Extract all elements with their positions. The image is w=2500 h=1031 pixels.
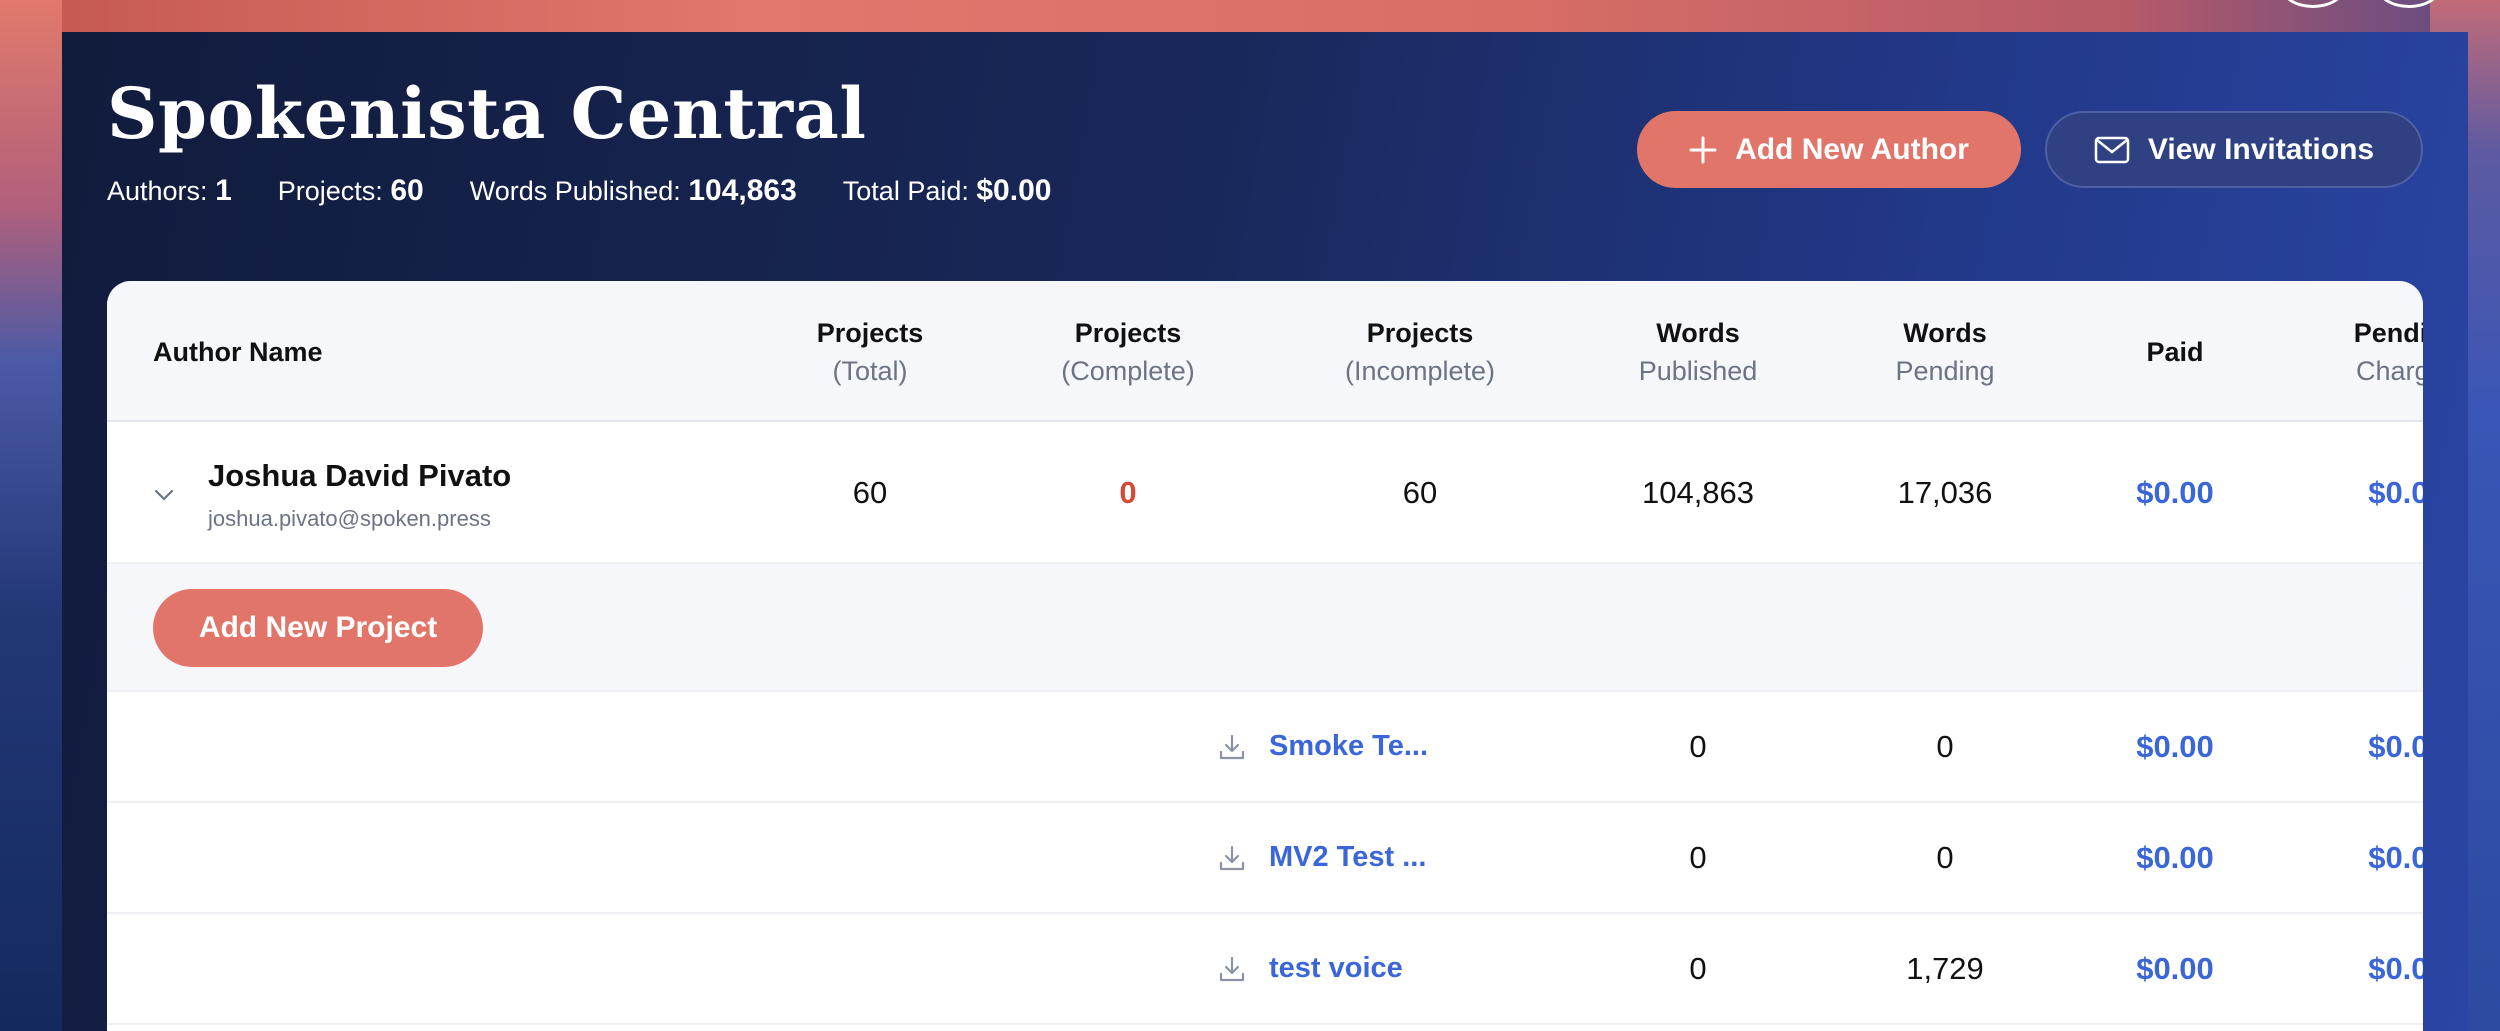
author-row[interactable]: Joshua David Pivato joshua.pivato@spoken…: [107, 424, 2423, 564]
project-pending-charges[interactable]: $0.00: [2368, 728, 2423, 764]
header-pending-charges[interactable]: PendingCharges: [2353, 317, 2423, 386]
project-words-published: 0: [1689, 728, 1707, 764]
view-invitations-button[interactable]: View Invitations: [2045, 111, 2423, 188]
add-project-row: Add New Project: [107, 564, 2423, 692]
header-paid[interactable]: Paid: [2146, 336, 2204, 367]
header-words-published[interactable]: Words Published: [1638, 317, 1758, 386]
author-paid[interactable]: $0.00: [2136, 475, 2214, 510]
stat-words-published: Words Published: 104,863: [469, 174, 797, 207]
avatar[interactable]: [2378, 0, 2440, 8]
avatar[interactable]: [2282, 0, 2344, 8]
author-projects-total: 60: [852, 475, 888, 510]
author-projects-complete: 0: [1119, 475, 1137, 510]
project-link[interactable]: MV2 Test ...: [1217, 803, 1426, 912]
author-words-published: 104,863: [1641, 475, 1755, 510]
project-name[interactable]: Smoke Te...: [1269, 730, 1429, 762]
add-project-button[interactable]: Add New Project: [153, 589, 483, 667]
summary-stats: Authors: 1 Projects: 60 Words Published:…: [107, 174, 1051, 208]
project-paid[interactable]: $0.00: [2136, 950, 2214, 986]
plus-icon: [1689, 136, 1717, 164]
table-header: Author Name Projects (Total) Projects (Com…: [107, 281, 2423, 422]
download-icon[interactable]: [1217, 954, 1247, 984]
header-projects-total[interactable]: Projects (Total): [816, 317, 924, 386]
add-author-label: Add New Author: [1735, 132, 1969, 166]
chevron-down-icon[interactable]: [153, 484, 175, 506]
view-invitations-label: View Invitations: [2147, 132, 2375, 166]
project-paid[interactable]: $0.00: [2136, 839, 2214, 875]
author-words-pending: 17,036: [1897, 475, 1993, 510]
project-words-published: 0: [1689, 950, 1707, 986]
download-icon[interactable]: [1217, 732, 1247, 762]
add-author-button[interactable]: Add New Author: [1637, 111, 2021, 188]
project-name[interactable]: test voice: [1269, 952, 1403, 984]
author-email: joshua.pivato@spoken.press: [208, 506, 491, 531]
project-row[interactable]: MV2 Test ... 0 0 $0.00 $0.00: [107, 803, 2423, 914]
stat-total-paid: Total Paid: $0.00: [842, 174, 1052, 207]
authors-table: Author Name Projects (Total) Projects (Com…: [107, 281, 2423, 1031]
project-words-pending: 1,729: [1906, 950, 1984, 986]
project-pending-charges[interactable]: $0.00: [2368, 839, 2423, 875]
stat-projects: Projects: 60: [277, 174, 424, 207]
page-title: Spokenista Central: [107, 72, 867, 155]
header-author-name[interactable]: Author Name: [153, 336, 323, 367]
project-row[interactable]: test voice 0 1,729 $0.00 $0.00: [107, 914, 2423, 1025]
envelope-icon: [2094, 136, 2130, 164]
project-link[interactable]: Smoke Te...: [1217, 692, 1428, 801]
project-words-published: 0: [1689, 839, 1707, 875]
download-icon[interactable]: [1217, 843, 1247, 873]
project-words-pending: 0: [1936, 839, 1954, 875]
project-link[interactable]: test voice: [1217, 914, 1403, 1023]
stat-authors: Authors: 1: [107, 174, 232, 207]
header-words-pending[interactable]: Words Pending: [1895, 317, 1995, 386]
project-words-pending: 0: [1936, 728, 1954, 764]
author-projects-incomplete: 60: [1402, 475, 1438, 510]
left-background: [0, 0, 62, 1031]
header-projects-complete[interactable]: Projects (Complete): [1061, 317, 1195, 386]
project-row[interactable]: Smoke Te... 0 0 $0.00 $0.00: [107, 692, 2423, 803]
header-projects-incomplete[interactable]: Projects (Incomplete): [1344, 317, 1496, 386]
project-name[interactable]: MV2 Test ...: [1269, 841, 1427, 873]
project-pending-charges[interactable]: $0.00: [2368, 950, 2423, 986]
author-name: Joshua David Pivato: [208, 458, 512, 493]
top-avatars: [2282, 0, 2440, 8]
project-paid[interactable]: $0.00: [2136, 728, 2214, 764]
author-pending-charges[interactable]: $0.00: [2368, 475, 2423, 510]
